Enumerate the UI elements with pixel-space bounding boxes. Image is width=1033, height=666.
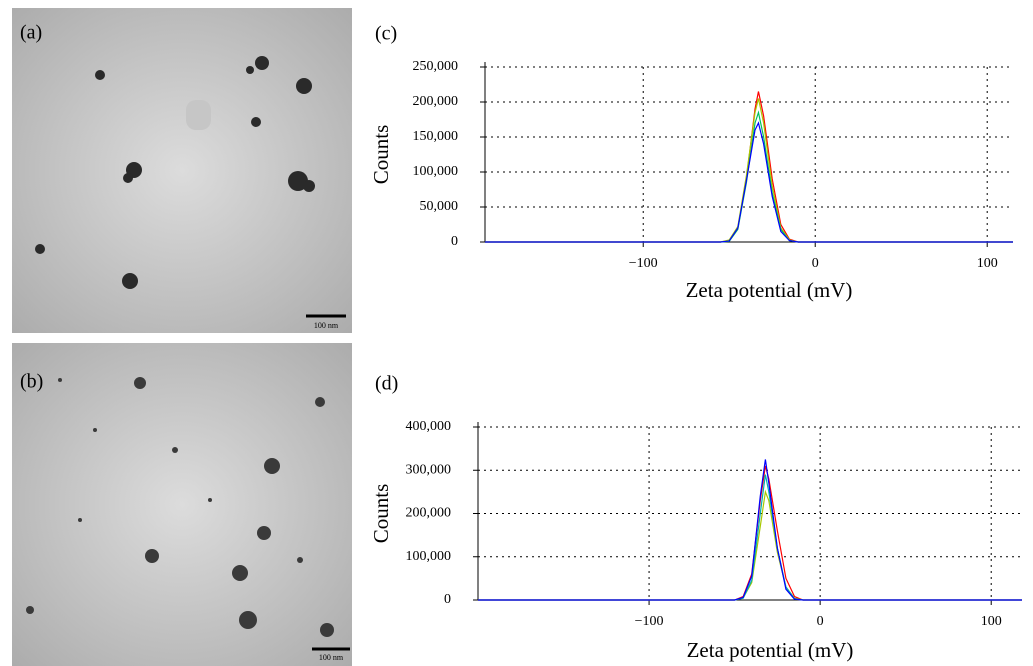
chart-title: (c) xyxy=(375,23,397,45)
y-tick-label: 200,000 xyxy=(413,94,459,109)
tem-image-b: 100 nm (b) xyxy=(12,343,352,666)
panel-label: (a) xyxy=(20,22,42,44)
data-line xyxy=(485,98,1013,243)
tem-image-a: 100 nm (a) xyxy=(12,8,352,333)
y-tick-label: 0 xyxy=(444,592,451,607)
y-tick-label: 50,000 xyxy=(420,199,459,214)
scale-bar-label: 100 nm xyxy=(314,321,339,330)
y-tick-label: 200,000 xyxy=(406,506,452,521)
data-line xyxy=(485,110,1013,243)
x-axis-label: Zeta potential (mV) xyxy=(687,638,854,662)
x-tick-label: −100 xyxy=(629,256,658,271)
y-tick-label: 250,000 xyxy=(413,59,459,74)
x-tick-label: 0 xyxy=(812,256,819,271)
x-axis-label: Zeta potential (mV) xyxy=(686,278,853,302)
y-tick-label: 150,000 xyxy=(413,129,459,144)
y-tick-label: 0 xyxy=(451,234,458,249)
y-tick-label: 100,000 xyxy=(413,164,459,179)
y-axis-label: Counts xyxy=(369,125,393,185)
chart-title: (d) xyxy=(375,373,398,395)
x-tick-label: 0 xyxy=(817,614,824,629)
y-axis-label: Counts xyxy=(369,484,393,544)
x-tick-label: −100 xyxy=(635,614,664,629)
y-tick-label: 100,000 xyxy=(406,549,452,564)
x-tick-label: 100 xyxy=(981,614,1002,629)
data-line xyxy=(478,459,1022,601)
y-tick-label: 300,000 xyxy=(406,462,452,477)
panel-label: (b) xyxy=(20,371,43,393)
scale-bar-label: 100 nm xyxy=(319,653,344,662)
y-tick-label: 400,000 xyxy=(406,419,452,434)
x-tick-label: 100 xyxy=(977,256,998,271)
data-line xyxy=(485,121,1013,243)
